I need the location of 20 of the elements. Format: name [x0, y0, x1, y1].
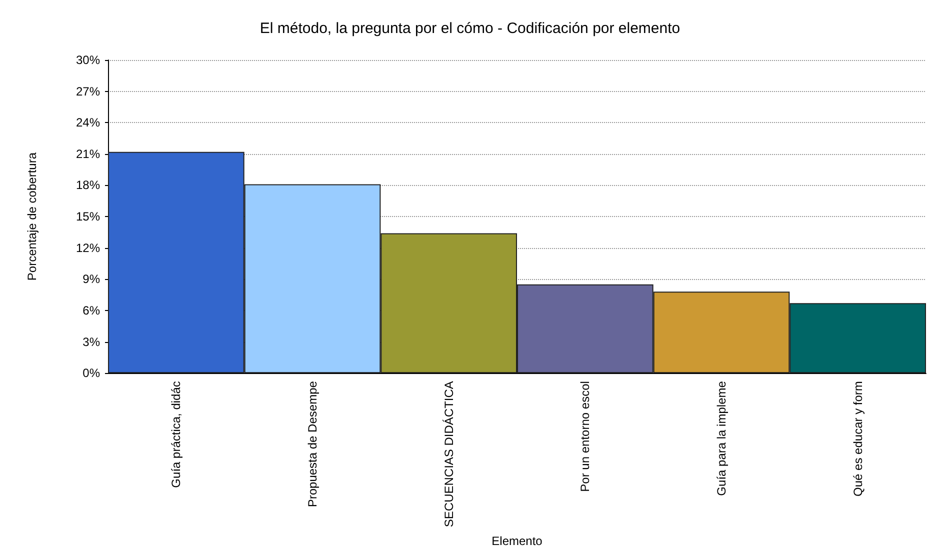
y-tick-label: 9% — [82, 272, 100, 286]
x-tick-label: Guía para la impleme — [714, 380, 728, 496]
x-tick-label: Qué es educar y form — [850, 381, 865, 496]
y-tick-label: 21% — [76, 146, 100, 161]
x-tick-label: Guía práctica, didác — [169, 381, 184, 488]
y-tick-label: 30% — [76, 53, 100, 67]
y-tick-label: 6% — [82, 303, 100, 318]
y-tick-label: 27% — [76, 84, 100, 98]
y-axis-title: Porcentaje de cobertura — [25, 152, 39, 281]
y-tick-label: 15% — [76, 210, 100, 224]
y-tick-label: 0% — [82, 366, 100, 380]
y-tick-label: 18% — [76, 178, 100, 192]
y-tick-label: 12% — [76, 240, 100, 255]
x-axis-title: Elemento — [492, 534, 543, 548]
y-tick-label: 24% — [76, 116, 100, 130]
y-tick-label: 3% — [82, 334, 100, 349]
chart-title: El método, la pregunta por el cómo - Codificación por elemento — [260, 20, 680, 37]
x-tick-label: Propuesta de Desempe — [306, 380, 320, 508]
x-tick-label: SECUENCIAS DIDÁCTICA — [442, 381, 456, 528]
x-tick-label: Por un entorno escol — [578, 381, 592, 492]
